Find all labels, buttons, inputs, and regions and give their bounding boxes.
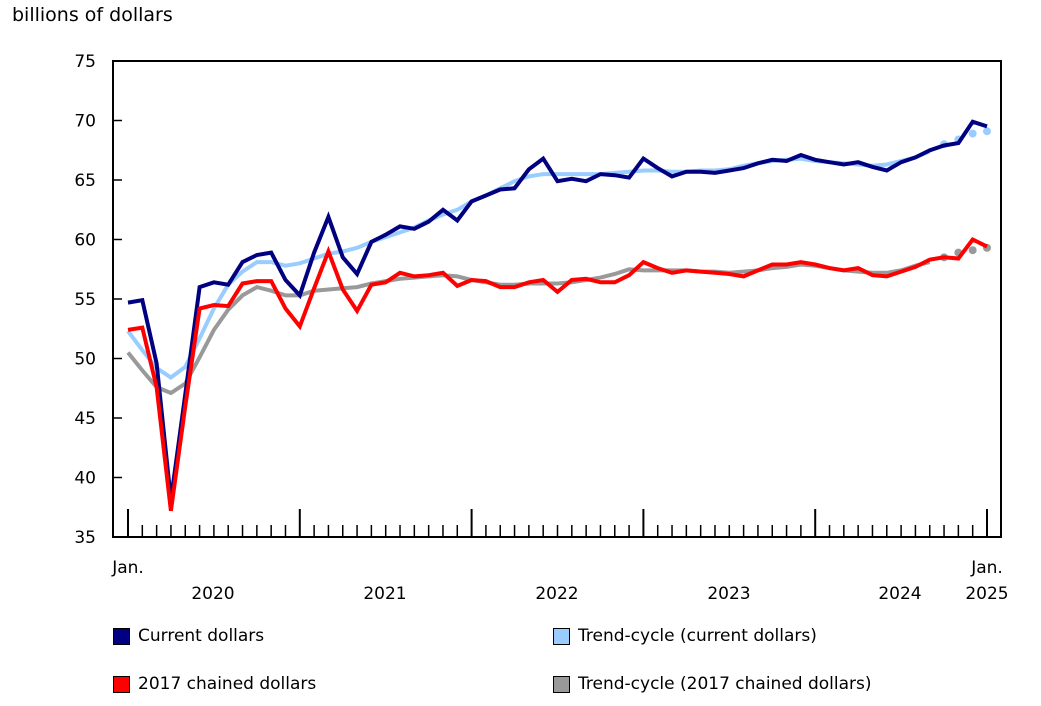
x-start-label: Jan.	[111, 558, 144, 578]
y-tick-label: 35	[74, 528, 96, 548]
series-point	[968, 246, 977, 255]
legend-label: Trend-cycle (2017 chained dollars)	[578, 674, 872, 694]
x-year-label: 2020	[191, 584, 234, 604]
y-tick-label: 70	[74, 112, 96, 132]
x-year-label: 2025	[965, 584, 1008, 604]
series-line	[127, 236, 988, 512]
y-tick-label: 60	[74, 231, 96, 251]
legend-item-current-dollars: Current dollars	[113, 626, 264, 646]
legend-label: Current dollars	[138, 626, 265, 646]
x-end-label: Jan.	[970, 558, 1003, 578]
plot-frame	[112, 60, 1002, 538]
legend-label: 2017 chained dollars	[138, 674, 317, 694]
legend-label: Trend-cycle (current dollars)	[578, 626, 817, 646]
y-tick-label: 65	[74, 171, 96, 191]
series-point	[968, 129, 977, 138]
legend-swatch	[553, 627, 570, 645]
legend-item-trend-current: Trend-cycle (current dollars)	[553, 626, 817, 646]
legend-item-chained-dollars: 2017 chained dollars	[113, 674, 316, 694]
y-axis-unit-label: billions of dollars	[12, 4, 173, 26]
x-year-label: 2021	[363, 584, 406, 604]
y-tick-label: 40	[74, 469, 96, 489]
y-tick-label: 45	[74, 409, 96, 429]
y-tick-label: 50	[74, 350, 96, 370]
y-tick-label: 75	[74, 52, 96, 72]
x-year-label: 2023	[707, 584, 750, 604]
y-tick-label: 55	[74, 290, 96, 310]
legend-item-trend-chained: Trend-cycle (2017 chained dollars)	[553, 674, 872, 694]
series-point	[983, 127, 991, 136]
legend-swatch	[553, 675, 570, 693]
legend-swatch	[113, 675, 130, 693]
x-year-label: 2024	[878, 584, 921, 604]
legend-swatch	[113, 627, 130, 645]
series-line	[127, 119, 988, 501]
x-year-label: 2022	[535, 584, 578, 604]
